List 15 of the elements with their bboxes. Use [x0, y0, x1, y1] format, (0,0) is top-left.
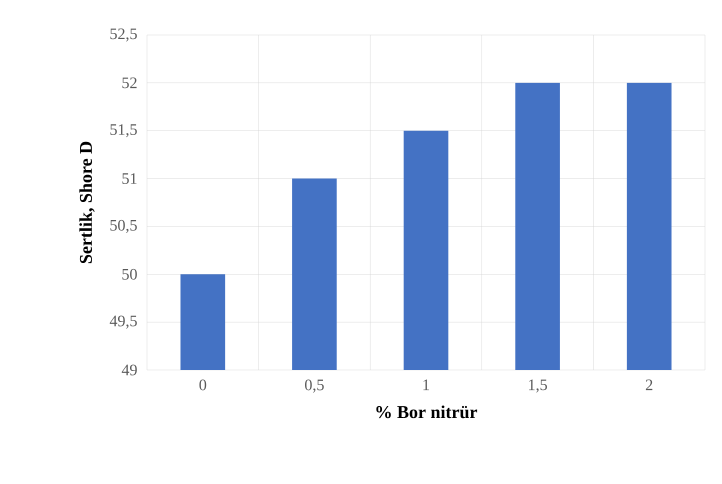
x-tick-label: 0,5 [305, 380, 324, 393]
x-tick-label: 1 [423, 380, 430, 390]
y-tick-label: 51,5 [110, 124, 137, 138]
y-tick-label: 50 [122, 268, 137, 280]
y-tick-label: 49 [122, 364, 137, 376]
y-tick-label: 51 [122, 173, 137, 184]
y-tick-label: 52 [122, 77, 137, 88]
y-tick-label: 50,5 [110, 220, 137, 233]
x-axis-title: % Bor nitrür [376, 405, 478, 418]
x-tick-label: 1,5 [529, 380, 547, 393]
x-tick-label: 2 [646, 380, 652, 390]
y-axis-title: Sertlik, Shore D [79, 142, 95, 264]
y-tick-label: 52,5 [110, 28, 137, 42]
x-tick-label: 0 [199, 380, 206, 390]
y-tick-label: 49,5 [110, 316, 137, 329]
